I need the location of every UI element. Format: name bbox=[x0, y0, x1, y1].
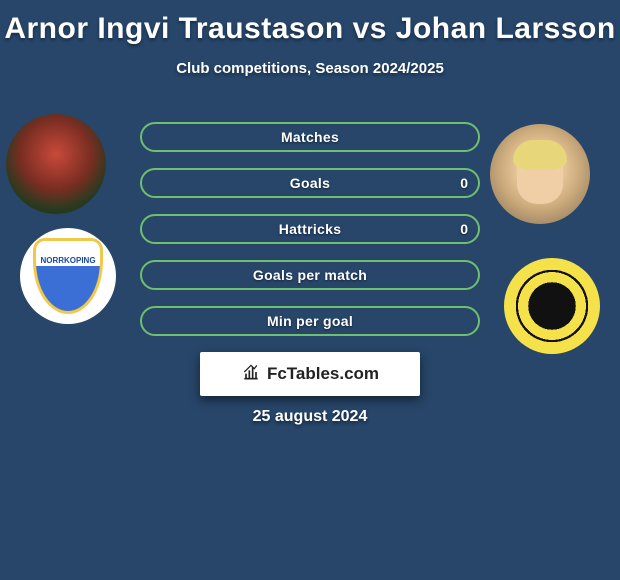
stat-row-gpm: Goals per match bbox=[140, 260, 480, 290]
right-player-avatar bbox=[490, 124, 590, 224]
bar-chart-icon bbox=[241, 362, 261, 387]
stat-label: Goals per match bbox=[253, 267, 367, 283]
brand-name: FcTables.com bbox=[267, 364, 379, 384]
date-label: 25 august 2024 bbox=[0, 408, 620, 426]
stat-label: Goals bbox=[290, 175, 330, 191]
stat-row-matches: Matches bbox=[140, 122, 480, 152]
stat-label: Hattricks bbox=[279, 221, 342, 237]
page-subtitle: Club competitions, Season 2024/2025 bbox=[0, 60, 620, 77]
left-club-label: NORRKOPING bbox=[40, 256, 95, 265]
stat-label: Min per goal bbox=[267, 313, 353, 329]
stat-label: Matches bbox=[281, 129, 339, 145]
left-club-crest: NORRKOPING bbox=[20, 228, 116, 324]
stat-right-value: 0 bbox=[460, 175, 468, 191]
right-club-crest bbox=[504, 258, 600, 354]
stat-row-mpg: Min per goal bbox=[140, 306, 480, 336]
stat-row-hattricks: Hattricks 0 bbox=[140, 214, 480, 244]
brand-box: FcTables.com bbox=[200, 352, 420, 396]
stat-row-goals: Goals 0 bbox=[140, 168, 480, 198]
page-title: Arnor Ingvi Traustason vs Johan Larsson bbox=[0, 0, 620, 46]
left-player-avatar bbox=[6, 114, 106, 214]
stat-right-value: 0 bbox=[460, 221, 468, 237]
stat-bars: Matches Goals 0 Hattricks 0 Goals per ma… bbox=[140, 122, 480, 352]
